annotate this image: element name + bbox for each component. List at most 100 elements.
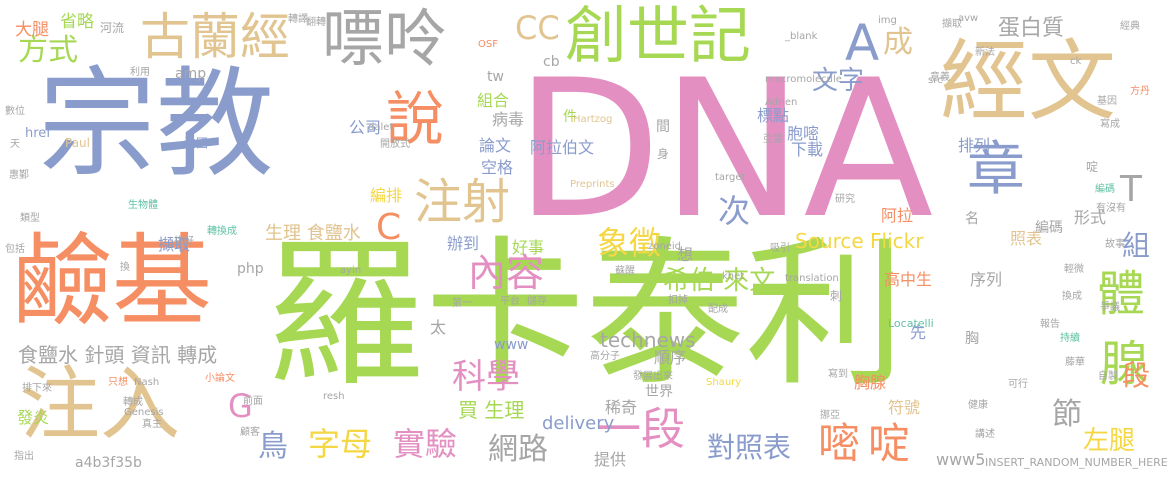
word-94: khet (722, 271, 745, 282)
word-15: 象徵 (597, 224, 662, 262)
word-111: 間 (656, 119, 670, 135)
word-141: 編碼 (1095, 184, 1115, 195)
word-78: 編碼 (1035, 220, 1063, 236)
word-73: 排列 (958, 136, 991, 155)
word-23: 網路 (488, 432, 548, 467)
word-30: 文字 (812, 66, 865, 96)
word-91: Adrien (765, 97, 798, 108)
word-160: 轉換成 (207, 226, 237, 237)
word-98: Nash (134, 377, 160, 388)
word-14: 內容 (468, 251, 545, 295)
word-88: Preprints (570, 179, 615, 190)
word-90: macromolecule (765, 74, 842, 85)
word-44: technews (600, 328, 696, 352)
word-32: CC (515, 9, 560, 47)
word-147: 爭議 (1100, 302, 1120, 313)
word-140: 寫成 (1100, 119, 1120, 130)
word-63: 空格 (481, 158, 514, 177)
word-34: C (376, 207, 402, 248)
word-108: 想 (677, 245, 694, 264)
word-113: 身 (657, 147, 670, 161)
word-33: G (228, 387, 253, 425)
word-125: 換 (120, 262, 130, 273)
word-163: 前面 (243, 396, 263, 407)
word-16: 體 (1097, 266, 1146, 322)
word-20: 啶 (868, 419, 911, 468)
word-114: 名 (965, 211, 979, 227)
word-162: 轉成 (123, 397, 143, 408)
word-97: Shaury (706, 377, 742, 388)
word-137: 意義 (930, 72, 950, 83)
word-25: 鳥 (258, 429, 288, 464)
word-65: 編排 (370, 186, 403, 205)
word-158: 翻轉 (306, 17, 326, 28)
word-45: www (494, 337, 529, 353)
word-96: ayin (340, 265, 362, 276)
word-57: tw (487, 69, 504, 85)
word-50: www5 (936, 450, 986, 469)
word-87: Hartzog (573, 114, 613, 125)
word-40: 左腿 (1083, 426, 1136, 456)
word-153: 平台 (500, 296, 520, 307)
word-110: 先 (910, 323, 927, 342)
word-128: 只想 (108, 377, 128, 388)
word-58: cb (543, 54, 560, 70)
word-66: 擷取 (158, 235, 191, 254)
word-17: 腺 (1100, 336, 1149, 392)
word-46: delivery (542, 413, 615, 434)
word-156: 吸引 (770, 243, 790, 254)
word-68: 好事 (512, 238, 545, 257)
word-143: 故事 (1105, 239, 1125, 250)
word-127: 指出 (14, 451, 34, 462)
word-166: 擷取 (942, 19, 962, 30)
word-154: 第一 (452, 298, 472, 309)
word-81: 符號 (888, 398, 921, 417)
word-151: 研究 (835, 194, 855, 205)
word-69: php (237, 261, 264, 277)
word-52: a4b3f35b (75, 455, 142, 471)
word-152: 扣掉 (668, 295, 688, 306)
word-112: 件 (563, 109, 577, 125)
word-144: 持續 (1060, 333, 1080, 344)
word-165: 講述 (975, 429, 995, 440)
word-6: 嘌呤 (322, 2, 447, 75)
word-126: 排下來 (22, 383, 52, 394)
word-93: zoneid (648, 241, 681, 252)
word-54: 省略 (60, 12, 94, 32)
word-55: 河流 (100, 21, 125, 35)
word-62: 論文 (479, 136, 512, 155)
word-120: 數位 (5, 106, 25, 117)
word-105: avw (958, 13, 979, 24)
word-64: 阿拉伯文 (530, 138, 595, 157)
word-35: T (1120, 169, 1142, 210)
word-84: href (25, 126, 51, 141)
word-132: 挪亞 (820, 410, 840, 421)
word-7: 創世記 (565, 0, 752, 72)
word-0: DNA (515, 39, 934, 260)
word-71: 胞嘧 (787, 124, 820, 143)
word-74: 阿拉 (881, 206, 914, 225)
word-43: 買 生理 (458, 398, 525, 422)
word-39: 組 (1122, 229, 1151, 262)
word-115: 胸 (965, 331, 979, 347)
word-107: src (928, 75, 943, 86)
word-109: 太 (430, 318, 447, 337)
word-80: 胸腺 (854, 373, 887, 392)
word-53: 大腿 (15, 20, 49, 40)
word-37: 節 (1052, 397, 1082, 432)
word-24: 對照表 (707, 431, 792, 464)
word-85: Paul (65, 136, 90, 150)
word-119: 利用 (130, 67, 150, 78)
word-49: 世界 (645, 384, 673, 400)
word-67: 辦到 (447, 234, 480, 253)
word-142: 有沒有 (1096, 203, 1126, 214)
word-47: 稀奇 (605, 398, 638, 417)
word-21: 字母 (308, 425, 373, 463)
word-31: 方式 (18, 33, 78, 68)
word-149: 換成 (1062, 291, 1082, 302)
word-136: 新法 (975, 47, 995, 58)
word-83: 發炎 (17, 408, 50, 427)
word-86: 法國 (184, 136, 209, 150)
word-122: 惠鄞 (9, 170, 29, 181)
